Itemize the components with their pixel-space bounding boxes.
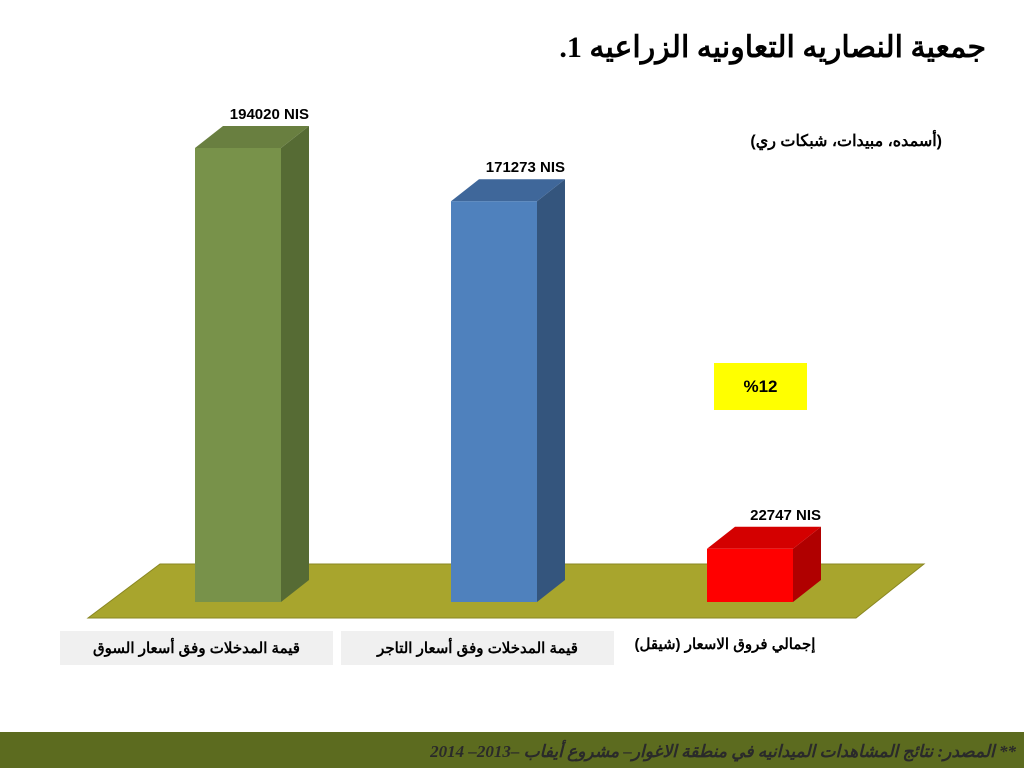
bar-front-face (451, 201, 537, 603)
bar-side-face (537, 179, 565, 603)
bar-trader-prices (451, 179, 565, 603)
bar-front-face (707, 548, 793, 602)
percent-difference-badge: %12 (714, 363, 807, 410)
slide-title-text: جمعية النصاريه التعاونيه الزراعيه (589, 31, 986, 64)
bar-side-face (793, 526, 821, 602)
category-label-price-difference: إجمالي فروق الاسعار (شيقل) (634, 636, 816, 653)
data-labels-layer: 194020 NIS 171273 NIS 22747 NIS (230, 106, 821, 524)
bar-top-face (451, 179, 565, 202)
bar-front-face (195, 148, 281, 602)
data-label-trader-prices: 171273 NIS (486, 159, 565, 176)
bar-market-prices (195, 126, 309, 602)
footer-band (0, 732, 1024, 768)
slide-title-number: 1. (559, 31, 582, 64)
slide-title: جمعية النصاريه التعاونيه الزراعيه 1. (559, 30, 986, 65)
footer-source-note: ** المصدر: نتائج المشاهدات الميدانيه في … (430, 742, 1016, 761)
data-label-price-difference: 22747 NIS (750, 507, 821, 524)
category-label-market-prices: قيمة المدخلات وفق أسعار السوق (60, 631, 333, 665)
category-label-trader-prices: قيمة المدخلات وفق أسعار التاجر (341, 631, 614, 665)
data-label-market-prices: 194020 NIS (230, 106, 309, 123)
bar-price-difference (707, 526, 821, 602)
bar-side-face (281, 126, 309, 602)
bar-top-face (707, 526, 821, 549)
chart-subtitle: (أسمده، مبيدات، شبكات ري) (750, 133, 942, 150)
bar-top-face (195, 126, 309, 148)
bars-layer (195, 126, 821, 603)
